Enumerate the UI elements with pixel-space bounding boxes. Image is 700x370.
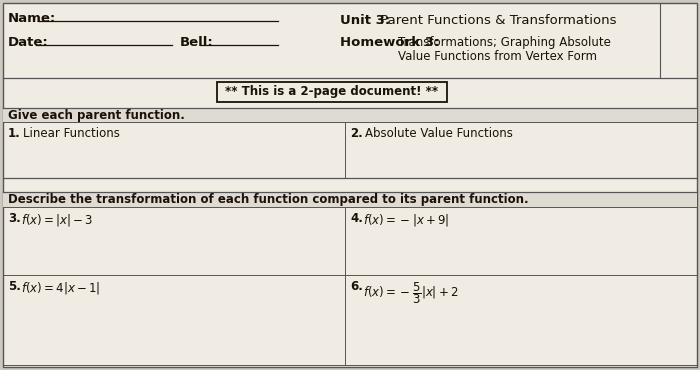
Bar bbox=[3, 108, 697, 122]
Text: Absolute Value Functions: Absolute Value Functions bbox=[365, 127, 513, 140]
Text: 1.: 1. bbox=[8, 127, 21, 140]
Text: Unit 3:: Unit 3: bbox=[340, 14, 391, 27]
Text: 4.: 4. bbox=[350, 212, 363, 225]
Text: Date:: Date: bbox=[8, 36, 49, 48]
Text: Transformations; Graphing Absolute: Transformations; Graphing Absolute bbox=[398, 36, 611, 49]
Text: Homework 3:: Homework 3: bbox=[340, 36, 440, 49]
Text: $f(x)=4|x-1|$: $f(x)=4|x-1|$ bbox=[21, 280, 101, 296]
Text: 2.: 2. bbox=[350, 127, 363, 140]
Text: 3.: 3. bbox=[8, 212, 21, 225]
Text: Parent Functions & Transformations: Parent Functions & Transformations bbox=[376, 14, 617, 27]
Text: Bell:: Bell: bbox=[180, 36, 214, 48]
Text: Give each parent function.: Give each parent function. bbox=[8, 108, 185, 121]
Text: $f(x)=-|x+9|$: $f(x)=-|x+9|$ bbox=[363, 212, 449, 228]
Text: 6.: 6. bbox=[350, 280, 363, 293]
Text: Describe the transformation of each function compared to its parent function.: Describe the transformation of each func… bbox=[8, 193, 528, 206]
Text: Value Functions from Vertex Form: Value Functions from Vertex Form bbox=[398, 50, 597, 63]
Bar bbox=[3, 192, 697, 207]
Text: ** This is a 2-page document! **: ** This is a 2-page document! ** bbox=[225, 85, 438, 98]
Bar bbox=[216, 82, 447, 102]
Text: $f(x)=|x|-3$: $f(x)=|x|-3$ bbox=[21, 212, 94, 228]
Text: $f(x)=-\dfrac{5}{3}|x|+2$: $f(x)=-\dfrac{5}{3}|x|+2$ bbox=[363, 280, 458, 306]
Text: 5.: 5. bbox=[8, 280, 21, 293]
Text: Linear Functions: Linear Functions bbox=[23, 127, 120, 140]
Text: Name:: Name: bbox=[8, 11, 56, 24]
